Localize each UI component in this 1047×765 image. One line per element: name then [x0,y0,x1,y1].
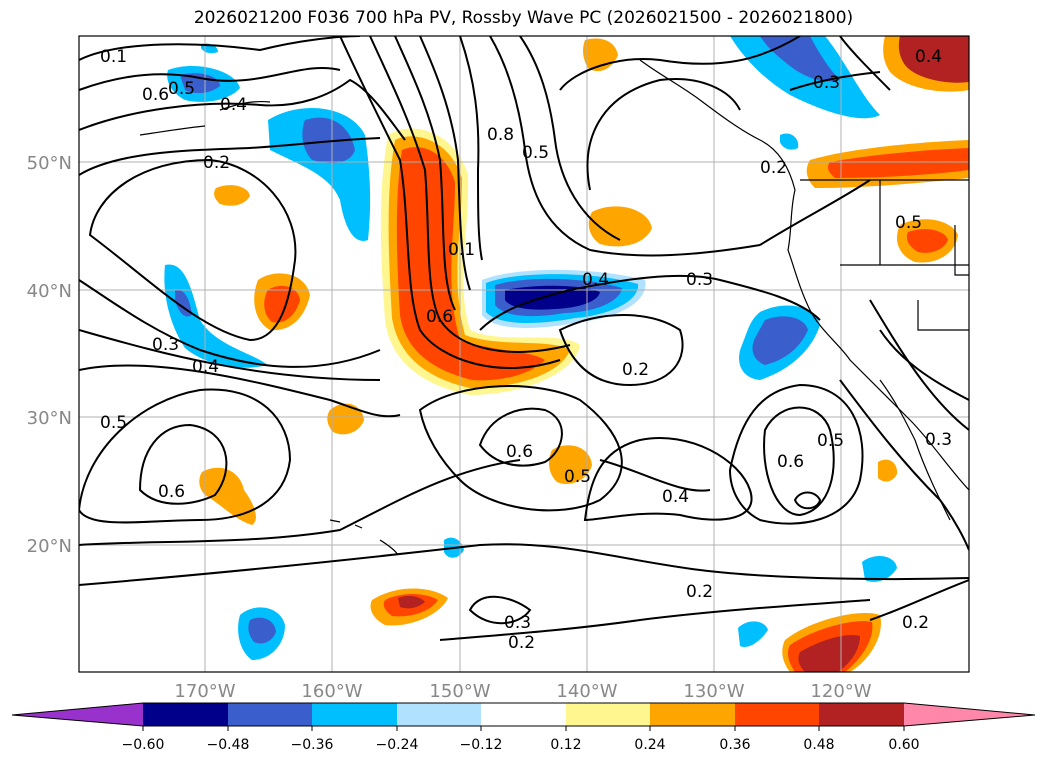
map-frame [78,35,970,673]
colorbar-tick: −0.12 [460,737,503,753]
contour-label: 0.1 [100,47,127,67]
lat-label: 20°N [27,536,72,557]
shading-layer [164,36,969,672]
contour-label: 0.3 [152,335,179,355]
contour-label: 0.1 [448,240,475,260]
contour-label: 0.3 [686,270,713,290]
colorbar-segment [650,703,735,726]
colorbar-tick: 0.12 [550,737,581,753]
contour-labels: 0.1 0.6 0.5 0.4 0.2 0.3 0.4 0.5 0.6 0.8 … [100,47,952,653]
contour-label: 0.4 [192,357,219,377]
contour-label: 0.6 [142,85,169,105]
contour-label: 0.5 [100,413,127,433]
colorbar-tick: −0.36 [291,737,334,753]
longitude-labels: 170°W 160°W 150°W 140°W 130°W 120°W [174,681,871,702]
lon-label: 140°W [556,681,617,702]
colorbar-segment [397,703,481,726]
lon-label: 160°W [301,681,362,702]
contour-label: 0.4 [662,487,689,507]
lat-label: 50°N [27,153,72,174]
contour-label: 0.3 [813,73,840,93]
contour-label: 0.5 [522,143,549,163]
coastlines [139,59,969,556]
contour-label: 0.2 [686,582,713,602]
colorbar-segment [228,703,312,726]
contour-label: 0.2 [902,613,929,633]
lon-label: 170°W [174,681,235,702]
contour-label: 0.3 [504,613,531,633]
contour-label: 0.4 [220,95,247,115]
shade-positive-streak-red [396,147,545,381]
contour-label: 0.5 [168,79,195,99]
pv-contours [79,36,969,641]
contour-label: 0.2 [760,158,787,178]
contour-label: 0.6 [158,482,185,502]
contour-label: 0.8 [487,125,514,145]
colorbar-segment [481,703,566,726]
colorbar-segment [735,703,819,726]
colorbar-tick: −0.60 [122,737,165,753]
colorbar-segment [819,703,904,726]
lon-label: 150°W [429,681,490,702]
colorbar-tick: 0.48 [803,737,834,753]
colorbar-tick: 0.60 [888,737,919,753]
contour-label: 0.2 [622,360,649,380]
contour-label: 0.6 [506,442,533,462]
contour-label: 0.5 [564,467,591,487]
colorbar-segment [143,703,228,726]
lat-label: 40°N [27,281,72,302]
contour-label: 0.4 [915,47,942,67]
lon-label: 130°W [683,681,744,702]
lat-label: 30°N [27,408,72,429]
colorbar-segment [312,703,397,726]
colorbar-tick: −0.24 [376,737,419,753]
contour-label: 0.3 [925,430,952,450]
plot-title: 2026021200 F036 700 hPa PV, Rossby Wave … [193,8,854,28]
contour-label: 0.2 [203,153,230,173]
colorbar-over [904,703,1035,726]
colorbar-under [12,703,143,726]
colorbar-segment [566,703,650,726]
contour-label: 0.2 [508,633,535,653]
colorbar: −0.60 −0.48 −0.36 −0.24 −0.12 0.12 0.24 … [11,702,1036,753]
contour-label: 0.6 [426,307,453,327]
colorbar-tick: −0.48 [207,737,250,753]
contour-label: 0.5 [895,213,922,233]
colorbar-tick: 0.36 [719,737,750,753]
contour-label: 0.5 [817,431,844,451]
latitude-labels: 50°N 40°N 30°N 20°N [27,153,72,557]
contour-label: 0.4 [582,270,609,290]
colorbar-tick: 0.24 [634,737,665,753]
contour-label: 0.6 [777,452,804,472]
lon-label: 120°W [810,681,871,702]
map-panel [79,36,969,672]
